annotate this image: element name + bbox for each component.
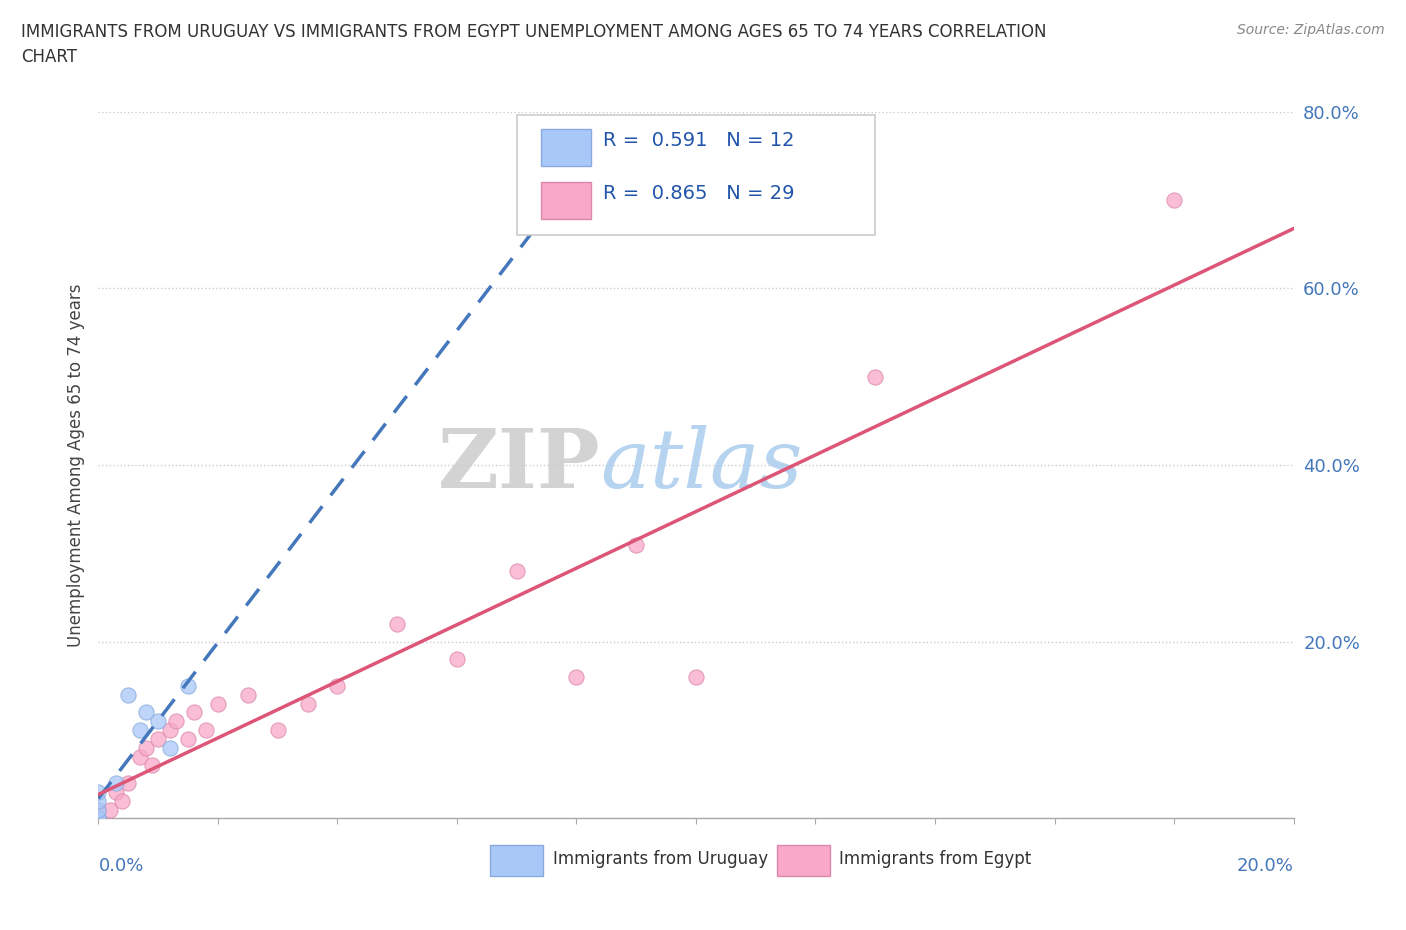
FancyBboxPatch shape bbox=[541, 129, 591, 166]
Text: R =  0.591   N = 12: R = 0.591 N = 12 bbox=[603, 131, 794, 151]
FancyBboxPatch shape bbox=[491, 845, 543, 876]
FancyBboxPatch shape bbox=[778, 845, 830, 876]
Point bbox=[87, 802, 110, 817]
Point bbox=[87, 785, 110, 800]
Point bbox=[117, 687, 139, 702]
Point bbox=[177, 731, 200, 746]
Point bbox=[148, 714, 170, 729]
Point bbox=[506, 564, 529, 578]
Point bbox=[105, 785, 128, 800]
Point bbox=[183, 705, 205, 720]
Text: Source: ZipAtlas.com: Source: ZipAtlas.com bbox=[1237, 23, 1385, 37]
Point bbox=[165, 714, 187, 729]
Point bbox=[207, 696, 229, 711]
Point bbox=[267, 723, 290, 737]
Point bbox=[159, 740, 181, 755]
Point bbox=[105, 776, 128, 790]
Text: R =  0.865   N = 29: R = 0.865 N = 29 bbox=[603, 184, 794, 204]
Y-axis label: Unemployment Among Ages 65 to 74 years: Unemployment Among Ages 65 to 74 years bbox=[66, 284, 84, 646]
Text: Immigrants from Uruguay: Immigrants from Uruguay bbox=[553, 850, 768, 868]
Point bbox=[135, 740, 157, 755]
Point bbox=[626, 538, 648, 552]
Point bbox=[565, 670, 588, 684]
Point bbox=[135, 705, 157, 720]
Point bbox=[385, 617, 409, 631]
Point bbox=[685, 670, 707, 684]
Point bbox=[87, 811, 110, 826]
FancyBboxPatch shape bbox=[517, 115, 876, 235]
Point bbox=[129, 723, 152, 737]
Point bbox=[87, 802, 110, 817]
Point bbox=[87, 811, 110, 826]
Point bbox=[865, 369, 887, 384]
Point bbox=[141, 758, 163, 773]
Point bbox=[326, 679, 349, 694]
Text: IMMIGRANTS FROM URUGUAY VS IMMIGRANTS FROM EGYPT UNEMPLOYMENT AMONG AGES 65 TO 7: IMMIGRANTS FROM URUGUAY VS IMMIGRANTS FR… bbox=[21, 23, 1046, 41]
Point bbox=[177, 679, 200, 694]
Point bbox=[87, 811, 110, 826]
Point bbox=[98, 802, 122, 817]
Point bbox=[87, 811, 110, 826]
Point bbox=[159, 723, 181, 737]
FancyBboxPatch shape bbox=[541, 182, 591, 219]
Point bbox=[87, 793, 110, 808]
Point bbox=[111, 793, 134, 808]
Text: 20.0%: 20.0% bbox=[1237, 857, 1294, 875]
Point bbox=[129, 750, 152, 764]
Point bbox=[1163, 193, 1185, 207]
Text: atlas: atlas bbox=[600, 425, 803, 505]
Point bbox=[446, 652, 468, 667]
Point bbox=[148, 731, 170, 746]
Text: Immigrants from Egypt: Immigrants from Egypt bbox=[839, 850, 1032, 868]
Point bbox=[117, 776, 139, 790]
Point bbox=[236, 687, 259, 702]
Text: 0.0%: 0.0% bbox=[98, 857, 143, 875]
Point bbox=[297, 696, 319, 711]
Text: ZIP: ZIP bbox=[437, 425, 600, 505]
Point bbox=[195, 723, 218, 737]
Text: CHART: CHART bbox=[21, 48, 77, 66]
